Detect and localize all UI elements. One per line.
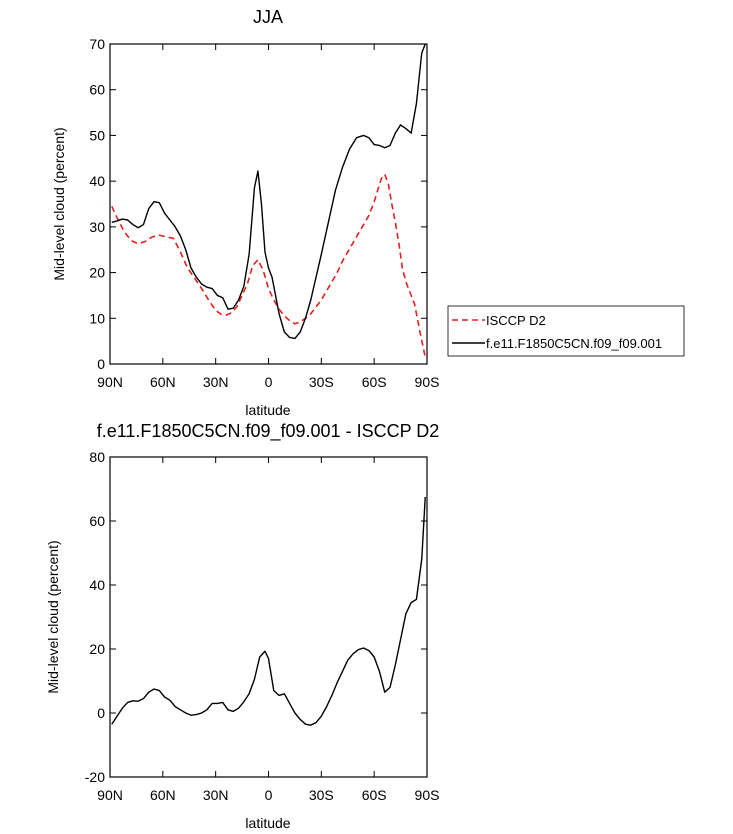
y-tick-label: 80: [89, 449, 105, 465]
y-tick-label: 60: [89, 82, 105, 98]
y-tick-label: 0: [97, 356, 105, 372]
plot-bottom-title: f.e11.F1850C5CN.f09_f09.001 - ISCCP D2: [97, 421, 440, 442]
y-tick-label: 40: [89, 577, 105, 593]
legend: ISCCP D2 f.e11.F1850C5CN.f09_f09.001: [447, 305, 685, 357]
plot-bottom-y-label: Mid-level cloud (percent): [45, 540, 61, 693]
plot-bottom: f.e11.F1850C5CN.f09_f09.001 - ISCCP D2 -…: [45, 421, 439, 831]
legend-label-isccp: ISCCP D2: [486, 313, 546, 328]
plot-bottom-series: [111, 496, 426, 726]
x-tick-label: 90S: [415, 787, 440, 803]
x-tick-label: 60N: [150, 374, 176, 390]
x-tick-label: 30N: [203, 787, 229, 803]
plot-top-series: [111, 43, 427, 358]
y-tick-label: 10: [89, 310, 105, 326]
y-tick-label: 40: [89, 173, 105, 189]
plot-top-y-axis: 0 10 20 30 40 50 60 70: [89, 36, 427, 372]
x-tick-label: 90N: [97, 374, 123, 390]
y-tick-label: 30: [89, 219, 105, 235]
y-tick-label: -20: [85, 769, 105, 785]
x-tick-label: 30S: [309, 787, 334, 803]
plot-bottom-x-label: latitude: [245, 815, 290, 831]
x-tick-label: 30N: [203, 374, 229, 390]
x-tick-label: 60S: [362, 374, 387, 390]
legend-box: [447, 305, 685, 357]
y-tick-label: 60: [89, 513, 105, 529]
x-tick-label: 90S: [415, 374, 440, 390]
plot-top-x-axis: 90N 60N 30N 0 30S 60S 90S: [97, 44, 439, 390]
x-tick-label: 90N: [97, 787, 123, 803]
y-tick-label: 20: [89, 641, 105, 657]
plot-top-y-label: Mid-level cloud (percent): [51, 127, 67, 280]
y-tick-label: 0: [97, 705, 105, 721]
legend-label-model: f.e11.F1850C5CN.f09_f09.001: [486, 336, 662, 351]
plot-bottom-frame: [109, 456, 428, 778]
x-tick-label: 60S: [362, 787, 387, 803]
x-tick-label: 0: [265, 374, 273, 390]
series-line-model: [111, 496, 426, 726]
plot-top-x-label: latitude: [245, 402, 290, 418]
plot-top-title: JJA: [253, 7, 283, 27]
y-tick-label: 20: [89, 265, 105, 281]
plot-bottom-y-axis: -20 0 20 40 60 80: [85, 449, 427, 785]
x-tick-label: 0: [265, 787, 273, 803]
series-line-model: [111, 43, 426, 340]
y-tick-label: 50: [89, 127, 105, 143]
series-line-isccp: [111, 173, 427, 358]
x-tick-label: 30S: [309, 374, 334, 390]
x-tick-label: 60N: [150, 787, 176, 803]
plot-top-frame: [109, 43, 428, 365]
y-tick-label: 70: [89, 36, 105, 52]
plot-bottom-x-axis: 90N 60N 30N 0 30S 60S 90S: [97, 457, 439, 803]
